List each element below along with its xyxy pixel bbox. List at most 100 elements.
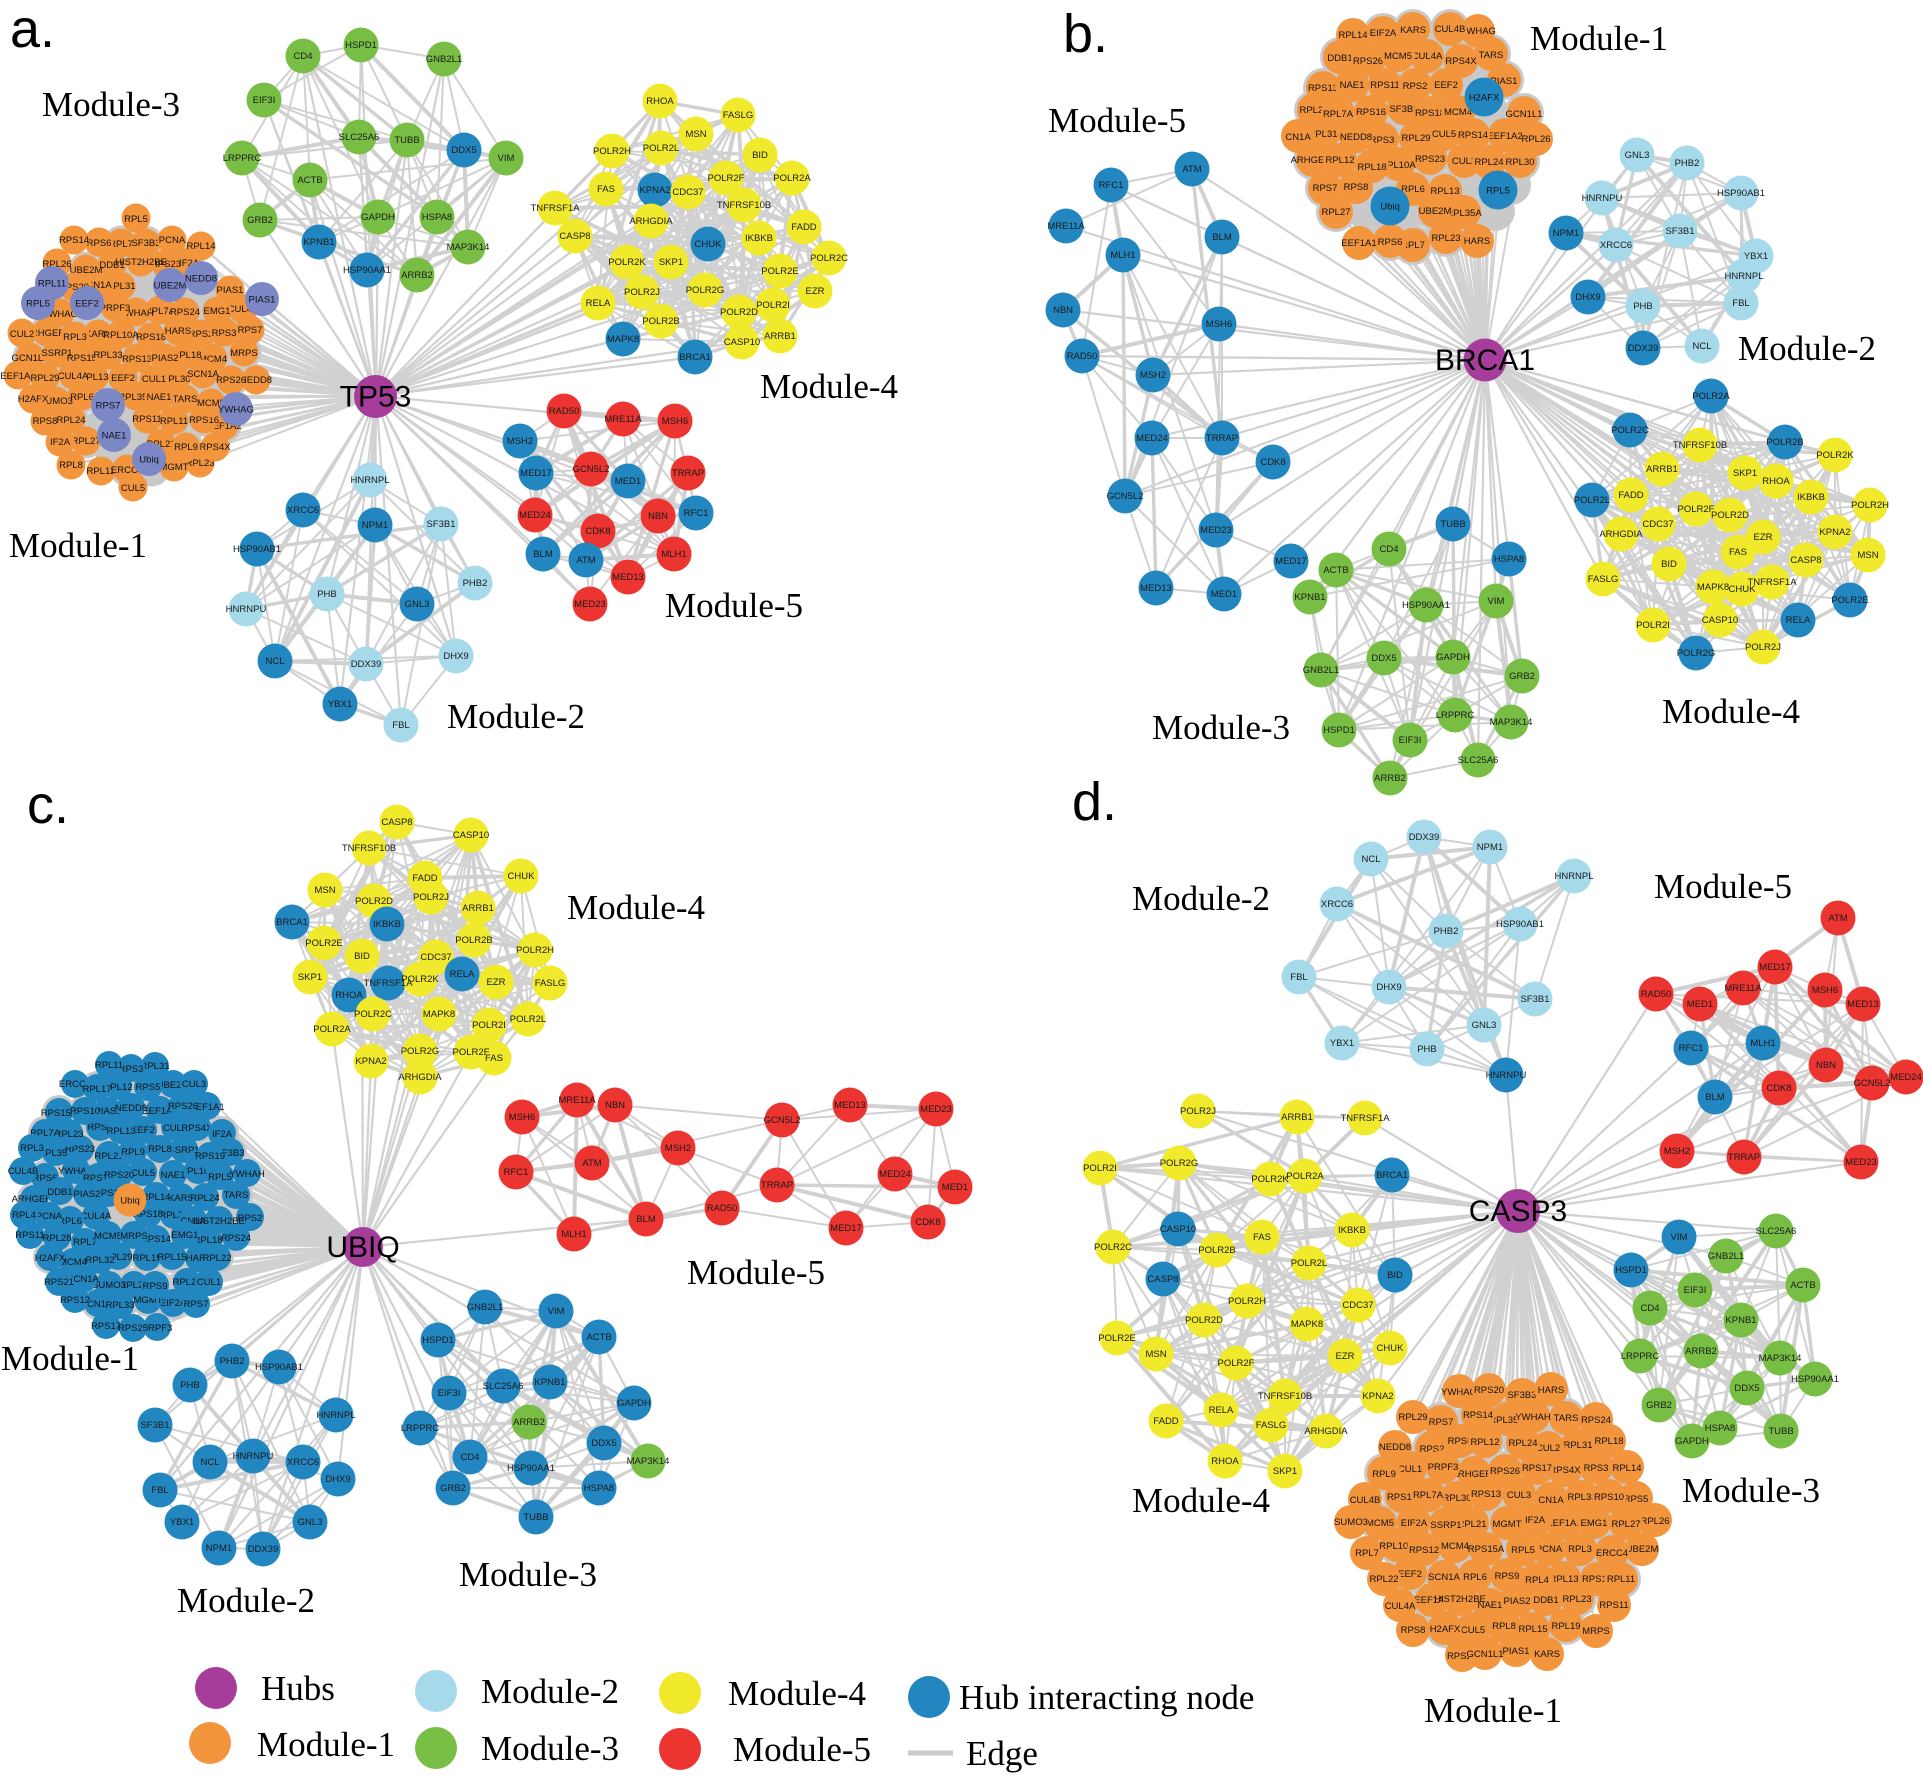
svg-text:CHUK: CHUK xyxy=(1729,584,1757,595)
svg-text:VIM: VIM xyxy=(498,153,515,164)
svg-text:FBL: FBL xyxy=(1290,972,1307,983)
svg-text:BRCA1: BRCA1 xyxy=(276,917,308,928)
svg-text:RPL6: RPL6 xyxy=(1463,1572,1487,1583)
svg-text:RPL27: RPL27 xyxy=(172,1277,201,1288)
svg-text:DDX5: DDX5 xyxy=(1734,1383,1759,1394)
svg-text:MED17: MED17 xyxy=(1759,962,1791,973)
svg-text:GCN5L2: GCN5L2 xyxy=(764,1115,801,1126)
svg-text:MGMT: MGMT xyxy=(133,1295,162,1306)
svg-text:YWHAH: YWHAH xyxy=(1515,1412,1551,1423)
svg-text:SKP1: SKP1 xyxy=(298,972,322,983)
svg-text:CASP10: CASP10 xyxy=(1160,1224,1196,1235)
svg-text:POLR2H: POLR2H xyxy=(1228,1296,1266,1307)
svg-text:RPS8: RPS8 xyxy=(1344,182,1369,193)
svg-text:RPS13: RPS13 xyxy=(83,1173,113,1184)
svg-text:ARHGEF4: ARHGEF4 xyxy=(25,328,70,339)
svg-text:RPL7: RPL7 xyxy=(73,1237,97,1248)
svg-text:EMG1: EMG1 xyxy=(204,306,231,317)
svg-text:CHUK: CHUK xyxy=(1377,1343,1405,1354)
svg-text:VIM: VIM xyxy=(548,1306,565,1317)
svg-text:GCN5L2: GCN5L2 xyxy=(573,464,610,475)
svg-text:POLR2C: POLR2C xyxy=(1094,1242,1132,1253)
svg-text:RPL24: RPL24 xyxy=(56,415,85,426)
svg-text:TUBB: TUBB xyxy=(1768,1426,1793,1437)
svg-text:RPS10: RPS10 xyxy=(70,1106,100,1117)
svg-text:HSPA8: HSPA8 xyxy=(1705,1423,1735,1434)
svg-text:MED24: MED24 xyxy=(519,510,551,521)
svg-text:RFC1: RFC1 xyxy=(1679,1043,1704,1054)
svg-text:RPL35A: RPL35A xyxy=(1489,1415,1525,1426)
svg-text:POLR2E: POLR2E xyxy=(1098,1333,1136,1344)
svg-text:FAS: FAS xyxy=(485,1053,503,1064)
svg-text:CUL2: CUL2 xyxy=(163,1123,187,1134)
svg-text:HNRNPU: HNRNPU xyxy=(1582,193,1623,204)
svg-text:POLR2D: POLR2D xyxy=(720,307,758,318)
svg-text:FADD: FADD xyxy=(1618,490,1643,501)
svg-text:CUL5: CUL5 xyxy=(121,483,145,494)
svg-text:ACTB: ACTB xyxy=(1790,1280,1815,1291)
svg-text:MSH6: MSH6 xyxy=(1206,319,1232,330)
svg-text:MLH1: MLH1 xyxy=(1110,250,1135,261)
svg-text:HSP90AB1: HSP90AB1 xyxy=(255,1362,303,1373)
svg-text:CUL4B: CUL4B xyxy=(1435,24,1466,35)
svg-text:MGMT: MGMT xyxy=(159,462,188,473)
svg-text:NBN: NBN xyxy=(605,1100,625,1111)
svg-text:HIST2H2BE: HIST2H2BE xyxy=(193,1216,245,1227)
svg-text:NAE1: NAE1 xyxy=(102,431,127,442)
svg-text:CUL1: CUL1 xyxy=(142,374,166,385)
svg-text:RPS26: RPS26 xyxy=(1490,1466,1520,1477)
svg-text:MSH6: MSH6 xyxy=(662,416,688,427)
svg-text:POLR2A: POLR2A xyxy=(313,1024,351,1035)
svg-text:CUL5: CUL5 xyxy=(1461,1625,1485,1636)
svg-text:ARHGEF4: ARHGEF4 xyxy=(1452,1469,1497,1480)
svg-text:CUL1: CUL1 xyxy=(197,1277,221,1288)
svg-text:ATM: ATM xyxy=(576,555,595,566)
svg-text:MCM4: MCM4 xyxy=(1441,1541,1469,1552)
svg-text:RPL21: RPL21 xyxy=(1457,1519,1486,1530)
svg-text:RPL9: RPL9 xyxy=(1372,1469,1396,1480)
svg-text:RPS11: RPS11 xyxy=(132,414,161,425)
svg-text:NCL: NCL xyxy=(1692,341,1711,352)
svg-text:DDB1: DDB1 xyxy=(99,260,124,271)
svg-text:CUL4B: CUL4B xyxy=(228,304,259,315)
svg-text:RPS9: RPS9 xyxy=(1495,1571,1520,1582)
svg-text:TUBB: TUBB xyxy=(394,135,419,146)
svg-text:MAPK8: MAPK8 xyxy=(1697,582,1729,593)
svg-text:FBL: FBL xyxy=(151,1485,168,1496)
svg-text:MSN: MSN xyxy=(1857,550,1878,561)
svg-text:RPS23: RPS23 xyxy=(65,1144,95,1155)
svg-text:RPL14: RPL14 xyxy=(1338,30,1367,41)
svg-text:CASP8: CASP8 xyxy=(559,231,590,242)
svg-text:PIAS2: PIAS2 xyxy=(1504,1596,1531,1607)
svg-text:CASP10: CASP10 xyxy=(453,830,489,841)
svg-text:POLR2K: POLR2K xyxy=(608,257,646,268)
svg-text:RPL7A: RPL7A xyxy=(1413,1490,1444,1501)
svg-text:HSPD1: HSPD1 xyxy=(422,1335,454,1346)
svg-text:UBE2M: UBE2M xyxy=(1626,1544,1659,1555)
svg-text:MED24: MED24 xyxy=(1136,433,1168,444)
svg-text:RPL27: RPL27 xyxy=(71,436,100,447)
svg-text:CUL4B: CUL4B xyxy=(1350,1495,1381,1506)
svg-text:RAD50: RAD50 xyxy=(1641,989,1672,1000)
svg-text:GNB2L1: GNB2L1 xyxy=(1708,1251,1744,1262)
svg-text:VIM: VIM xyxy=(1488,596,1505,607)
svg-text:NCL: NCL xyxy=(200,1457,219,1468)
svg-text:HSP90AB1: HSP90AB1 xyxy=(233,544,281,555)
svg-text:CN1A: CN1A xyxy=(180,1216,206,1227)
svg-text:RPL12: RPL12 xyxy=(1325,155,1354,166)
svg-text:EZR: EZR xyxy=(1336,1351,1355,1362)
svg-text:TNFRSF10B: TNFRSF10B xyxy=(717,200,771,211)
svg-text:DDX39: DDX39 xyxy=(1409,832,1440,843)
svg-text:TNFRSF1A: TNFRSF1A xyxy=(363,978,413,989)
svg-text:SLC25A6: SLC25A6 xyxy=(339,132,380,143)
svg-text:MCM5: MCM5 xyxy=(1366,1518,1394,1529)
svg-text:PIAS1: PIAS1 xyxy=(1491,76,1518,87)
svg-text:POLR2C: POLR2C xyxy=(1611,425,1649,436)
svg-text:RPL23: RPL23 xyxy=(185,458,214,469)
svg-text:RFC1: RFC1 xyxy=(1099,180,1124,191)
svg-text:RPS13: RPS13 xyxy=(122,354,152,365)
svg-text:RPL30: RPL30 xyxy=(1442,1493,1471,1504)
svg-text:ACTB: ACTB xyxy=(586,1332,611,1343)
svg-text:RPL13: RPL13 xyxy=(79,372,108,383)
svg-text:ARRB2: ARRB2 xyxy=(401,270,433,281)
